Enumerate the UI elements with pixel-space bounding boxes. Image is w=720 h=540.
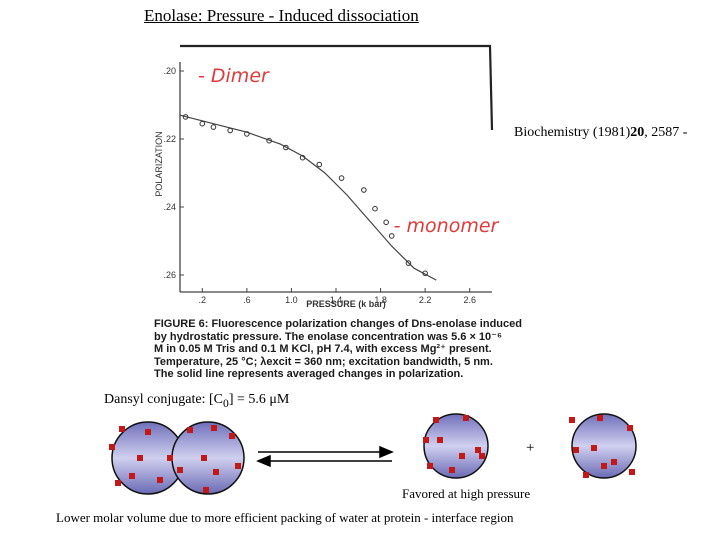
data-point (199, 120, 206, 127)
dansyl-label-dot (433, 417, 439, 423)
y-tick-label: .22 (163, 134, 176, 144)
frame-top (180, 44, 494, 131)
x-tick-label: 2.6 (463, 295, 476, 305)
y-tick-group: .26 .24 .22 .20 (163, 66, 184, 280)
conjugate-label: Dansyl conjugate: [C0] = 5.6 μM (104, 392, 289, 410)
dansyl-label-dot (157, 477, 163, 483)
data-point (283, 144, 289, 151)
data-point (227, 127, 233, 134)
dansyl-label-dot (137, 455, 143, 461)
caption-line: FIGURE 6: Fluorescence polarization chan… (154, 318, 522, 330)
x-tick-label: 2.2 (419, 295, 432, 305)
citation-suffix: , 2587 - (644, 125, 688, 140)
dansyl-label-dot (177, 467, 183, 473)
citation-volume: 20 (630, 125, 645, 140)
dansyl-label-dot (187, 427, 193, 433)
dansyl-label-dot (109, 444, 115, 450)
figure-scan: .26 .24 .22 .20 .2 .6 1.0 1.4 1.8 2.2 2.6 POLARIZ… (154, 44, 500, 309)
y-tick-label: .26 (163, 270, 176, 280)
x-tick-label: .6 (243, 295, 251, 305)
y-axis-label: POLARIZATION (154, 131, 164, 196)
dansyl-label-dot (119, 426, 125, 432)
citation: Biochemistry (1981)20, 2587 - (514, 125, 687, 141)
favored-note: Favored at high pressure (402, 486, 531, 501)
dansyl-label-dot (201, 455, 207, 461)
bottom-note: Lower molar volume due to more efficient… (56, 510, 514, 525)
fit-line (179, 114, 437, 281)
y-tick-label: .24 (163, 202, 176, 212)
x-tick-label: 1.0 (285, 295, 298, 305)
data-point (422, 270, 428, 277)
data-point (405, 260, 412, 266)
dansyl-label-dot (569, 417, 575, 423)
dansyl-label-dot (229, 433, 235, 439)
data-point (210, 124, 217, 130)
dansyl-label-dot (167, 455, 173, 461)
equilibrium-arrow (256, 445, 394, 468)
dansyl-label-dot (203, 487, 209, 493)
x-tick-label: .2 (199, 295, 207, 305)
dansyl-label-dot (145, 429, 151, 435)
conjugate-text: Dansyl conjugate: [C (104, 392, 223, 407)
dansyl-label-dot (437, 437, 443, 443)
caption-line: M in 0.05 M Tris and 0.1 M KCl, pH 7.4, … (154, 343, 492, 356)
slide-title: Enolase: Pressure - Induced dissociation (144, 6, 419, 25)
dimer-protein (111, 421, 245, 495)
x-tick-group: .2 .6 1.0 1.4 1.8 2.2 2.6 (199, 288, 476, 305)
dansyl-label-dot (427, 463, 433, 469)
dansyl-label-dot (611, 459, 617, 465)
data-point (182, 114, 189, 120)
data-point (372, 205, 378, 212)
dansyl-label-dot (449, 467, 455, 473)
data-point-group (182, 114, 428, 277)
caption-line: by hydrostatic pressure. The enolase con… (154, 330, 503, 343)
dimer-annotation: - Dimer (198, 65, 270, 87)
dansyl-label-dot (459, 453, 465, 459)
dansyl-label-group (109, 415, 635, 493)
monomer-left (423, 413, 489, 479)
dansyl-label-dot (235, 463, 241, 469)
dissociation-scheme (109, 413, 637, 495)
figure-caption: FIGURE 6: Fluorescence polarization chan… (154, 318, 524, 381)
data-point (338, 175, 345, 181)
dansyl-label-dot (475, 447, 481, 453)
dansyl-label-dot (583, 472, 589, 478)
x-axis-label: PRESSURE (k bar) (306, 299, 386, 309)
dimer-subunit-right (171, 421, 245, 495)
dansyl-label-dot (423, 437, 429, 443)
citation-prefix: Biochemistry (1981) (514, 125, 631, 140)
dansyl-label-dot (463, 415, 469, 421)
monomer-annotation: - monomer (394, 215, 500, 237)
dansyl-label-dot (573, 447, 579, 453)
data-point (266, 137, 272, 144)
data-point (361, 187, 367, 193)
dansyl-label-dot (627, 425, 633, 431)
plus-sign: + (526, 440, 535, 456)
data-point (388, 233, 395, 239)
caption-line: Temperature, 25 °C; λexcit = 360 nm; exc… (154, 355, 493, 368)
dansyl-label-dot (479, 453, 485, 459)
dansyl-label-dot (115, 480, 121, 486)
data-point (299, 154, 306, 161)
conjugate-rest: ] = 5.6 μM (228, 392, 290, 407)
dansyl-label-dot (129, 473, 135, 479)
y-tick-label: .20 (163, 66, 176, 76)
data-point (383, 219, 389, 226)
dansyl-label-dot (591, 445, 597, 451)
data-point (316, 161, 323, 168)
dansyl-label-dot (213, 469, 219, 475)
caption-line: The solid line represents averaged chang… (154, 368, 464, 381)
dansyl-label-dot (629, 469, 635, 475)
conjugate-subscript: 0 (222, 396, 229, 410)
dansyl-label-dot (597, 415, 603, 421)
data-point (244, 131, 250, 137)
dansyl-label-dot (211, 425, 217, 431)
monomer-right (571, 413, 637, 479)
dansyl-label-dot (601, 463, 607, 469)
x-tick-label: 1.8 (374, 295, 387, 305)
x-tick-label: 1.4 (330, 295, 343, 305)
